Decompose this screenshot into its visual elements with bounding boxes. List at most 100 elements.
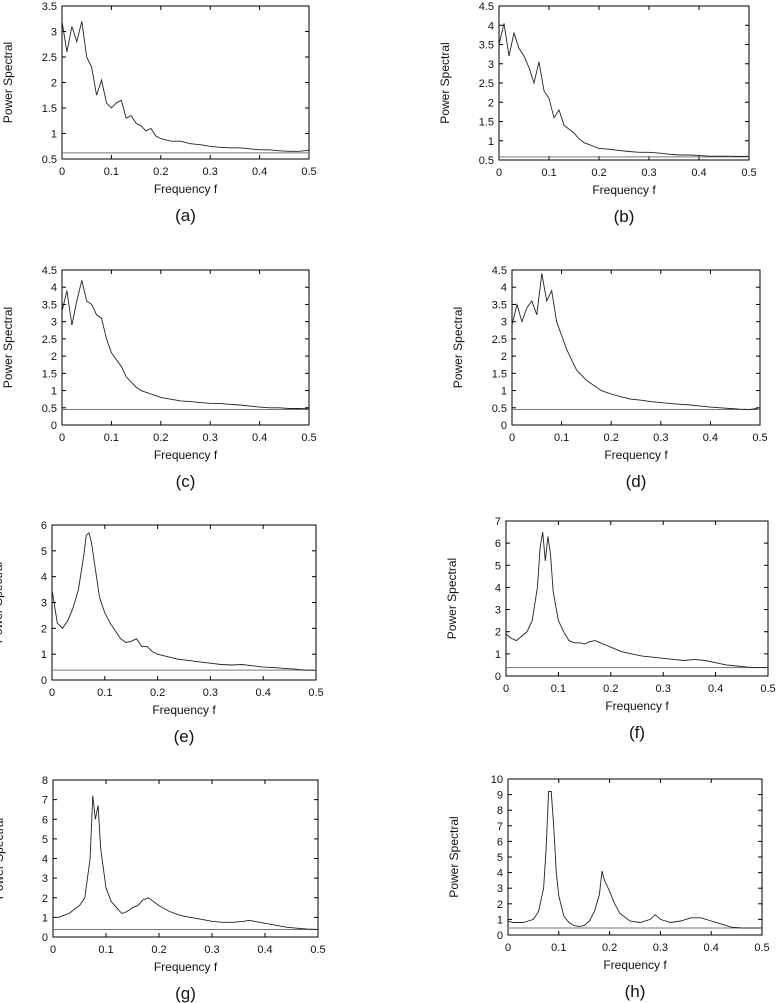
- y-tick-label: 2.5: [42, 52, 57, 64]
- x-tick-label: 0.5: [308, 687, 323, 699]
- y-tick-label: 2: [51, 351, 57, 363]
- panel-caption: (e): [174, 727, 195, 746]
- y-tick-label: 1: [51, 386, 57, 398]
- panel-caption: (h): [625, 982, 646, 1001]
- y-tick-label: 6: [497, 836, 503, 848]
- y-tick-label: 8: [497, 805, 503, 817]
- spectrum-series-line: [51, 531, 316, 671]
- y-tick-label: 7: [497, 821, 503, 833]
- x-axis-label: Frequency f: [154, 182, 218, 196]
- y-tick-label: 1: [501, 386, 507, 398]
- x-tick-label: 0.4: [256, 687, 271, 699]
- x-tick-label: 0: [59, 432, 65, 444]
- y-tick-label: 1: [41, 649, 47, 661]
- y-axis-label: Power Spectral: [445, 558, 459, 639]
- x-tick-label: 0.1: [554, 432, 569, 444]
- y-tick-label: 0: [51, 420, 57, 432]
- x-tick-label: 0.1: [541, 167, 556, 179]
- y-tick-label: 1: [51, 129, 57, 141]
- x-tick-label: 0.4: [252, 432, 267, 444]
- y-tick-label: 8: [42, 775, 48, 787]
- y-tick-label: 2: [51, 78, 57, 90]
- y-tick-label: 5: [495, 560, 501, 572]
- y-tick-label: 2: [41, 623, 47, 635]
- y-tick-label: 5: [42, 834, 48, 846]
- x-tick-label: 0.3: [203, 432, 218, 444]
- y-tick-label: 6: [42, 814, 48, 826]
- x-tick-label: 0.3: [204, 944, 219, 956]
- y-axis-label: Power Spectral: [451, 307, 465, 388]
- x-tick-label: 0.4: [704, 942, 719, 954]
- spectrum-series-line: [507, 791, 762, 929]
- y-tick-label: 3: [51, 27, 57, 39]
- y-tick-label: 3.5: [492, 299, 507, 311]
- spectrum-series-line: [61, 21, 310, 152]
- plot-frame: [507, 778, 763, 936]
- y-tick-label: 2: [495, 627, 501, 639]
- y-tick-label: 1: [42, 912, 48, 924]
- x-tick-label: 0.1: [98, 944, 113, 956]
- x-tick-label: 0.4: [691, 167, 706, 179]
- x-tick-label: 0.2: [591, 167, 606, 179]
- y-tick-label: 4: [495, 582, 501, 594]
- spectrum-series-line: [505, 532, 768, 669]
- y-tick-label: 3.5: [479, 40, 494, 52]
- y-tick-label: 5: [497, 852, 503, 864]
- y-tick-label: 3: [51, 317, 57, 329]
- x-tick-label: 0.4: [703, 432, 718, 444]
- y-tick-label: 4: [51, 282, 57, 294]
- y-tick-label: 4: [488, 20, 494, 32]
- x-tick-label: 0: [505, 942, 511, 954]
- y-tick-label: 0: [42, 932, 48, 944]
- x-tick-label: 0.3: [203, 687, 218, 699]
- x-axis-label: Frequency f: [603, 958, 667, 972]
- x-tick-label: 0.2: [150, 687, 165, 699]
- y-tick-label: 4: [497, 868, 503, 880]
- y-tick-label: 3.5: [42, 1, 57, 13]
- y-tick-label: 2: [42, 893, 48, 905]
- y-tick-label: 0.5: [42, 154, 57, 166]
- y-axis-label: Power Spectral: [447, 816, 461, 897]
- chart-panel-a: 0 0.1 0.2 0.3 0.4 0.5 0.5 1 1.5 2 2.5 3 3.5 Frequency…: [1, 1, 317, 225]
- x-axis-label: Frequency f: [154, 960, 218, 974]
- y-tick-label: 0.5: [492, 403, 507, 415]
- x-tick-label: 0.2: [153, 166, 168, 178]
- x-tick-label: 0: [49, 687, 55, 699]
- plot-frame: [505, 520, 769, 677]
- x-tick-label: 0.4: [708, 683, 723, 695]
- spectrum-series-line: [511, 273, 761, 410]
- x-tick-label: 0.2: [151, 944, 166, 956]
- x-tick-label: 0.3: [641, 167, 656, 179]
- panel-caption: (g): [175, 984, 196, 1003]
- y-tick-label: 0: [41, 675, 47, 687]
- x-axis-label: Frequency f: [604, 448, 668, 462]
- y-tick-label: 2.5: [42, 334, 57, 346]
- y-tick-label: 3: [495, 605, 501, 617]
- x-axis-label: Frequency f: [152, 703, 216, 717]
- panel-caption: (d): [626, 472, 647, 491]
- x-tick-label: 0.5: [752, 432, 767, 444]
- x-tick-label: 0.2: [153, 432, 168, 444]
- y-tick-label: 0: [501, 420, 507, 432]
- x-tick-label: 0.3: [656, 683, 671, 695]
- y-tick-label: 1.5: [492, 368, 507, 380]
- y-tick-label: 2.5: [492, 334, 507, 346]
- y-tick-label: 2: [488, 97, 494, 109]
- x-axis-label: Frequency f: [592, 183, 656, 197]
- y-tick-label: 4.5: [479, 1, 494, 13]
- plot-frame: [498, 5, 750, 161]
- x-tick-label: 0.5: [301, 166, 316, 178]
- y-axis-label: Power Spectral: [1, 42, 15, 123]
- panel-caption: (c): [176, 472, 196, 491]
- x-tick-label: 0.2: [603, 683, 618, 695]
- panel-caption: (b): [614, 207, 635, 226]
- y-axis-label: Power Spectral: [0, 562, 5, 643]
- y-tick-label: 2.5: [479, 78, 494, 90]
- y-tick-label: 1.5: [42, 103, 57, 115]
- x-tick-label: 0.4: [252, 166, 267, 178]
- x-tick-label: 0.5: [301, 432, 316, 444]
- y-tick-label: 9: [497, 790, 503, 802]
- y-axis-label: Power Spectral: [438, 42, 452, 123]
- plot-frame: [61, 269, 310, 426]
